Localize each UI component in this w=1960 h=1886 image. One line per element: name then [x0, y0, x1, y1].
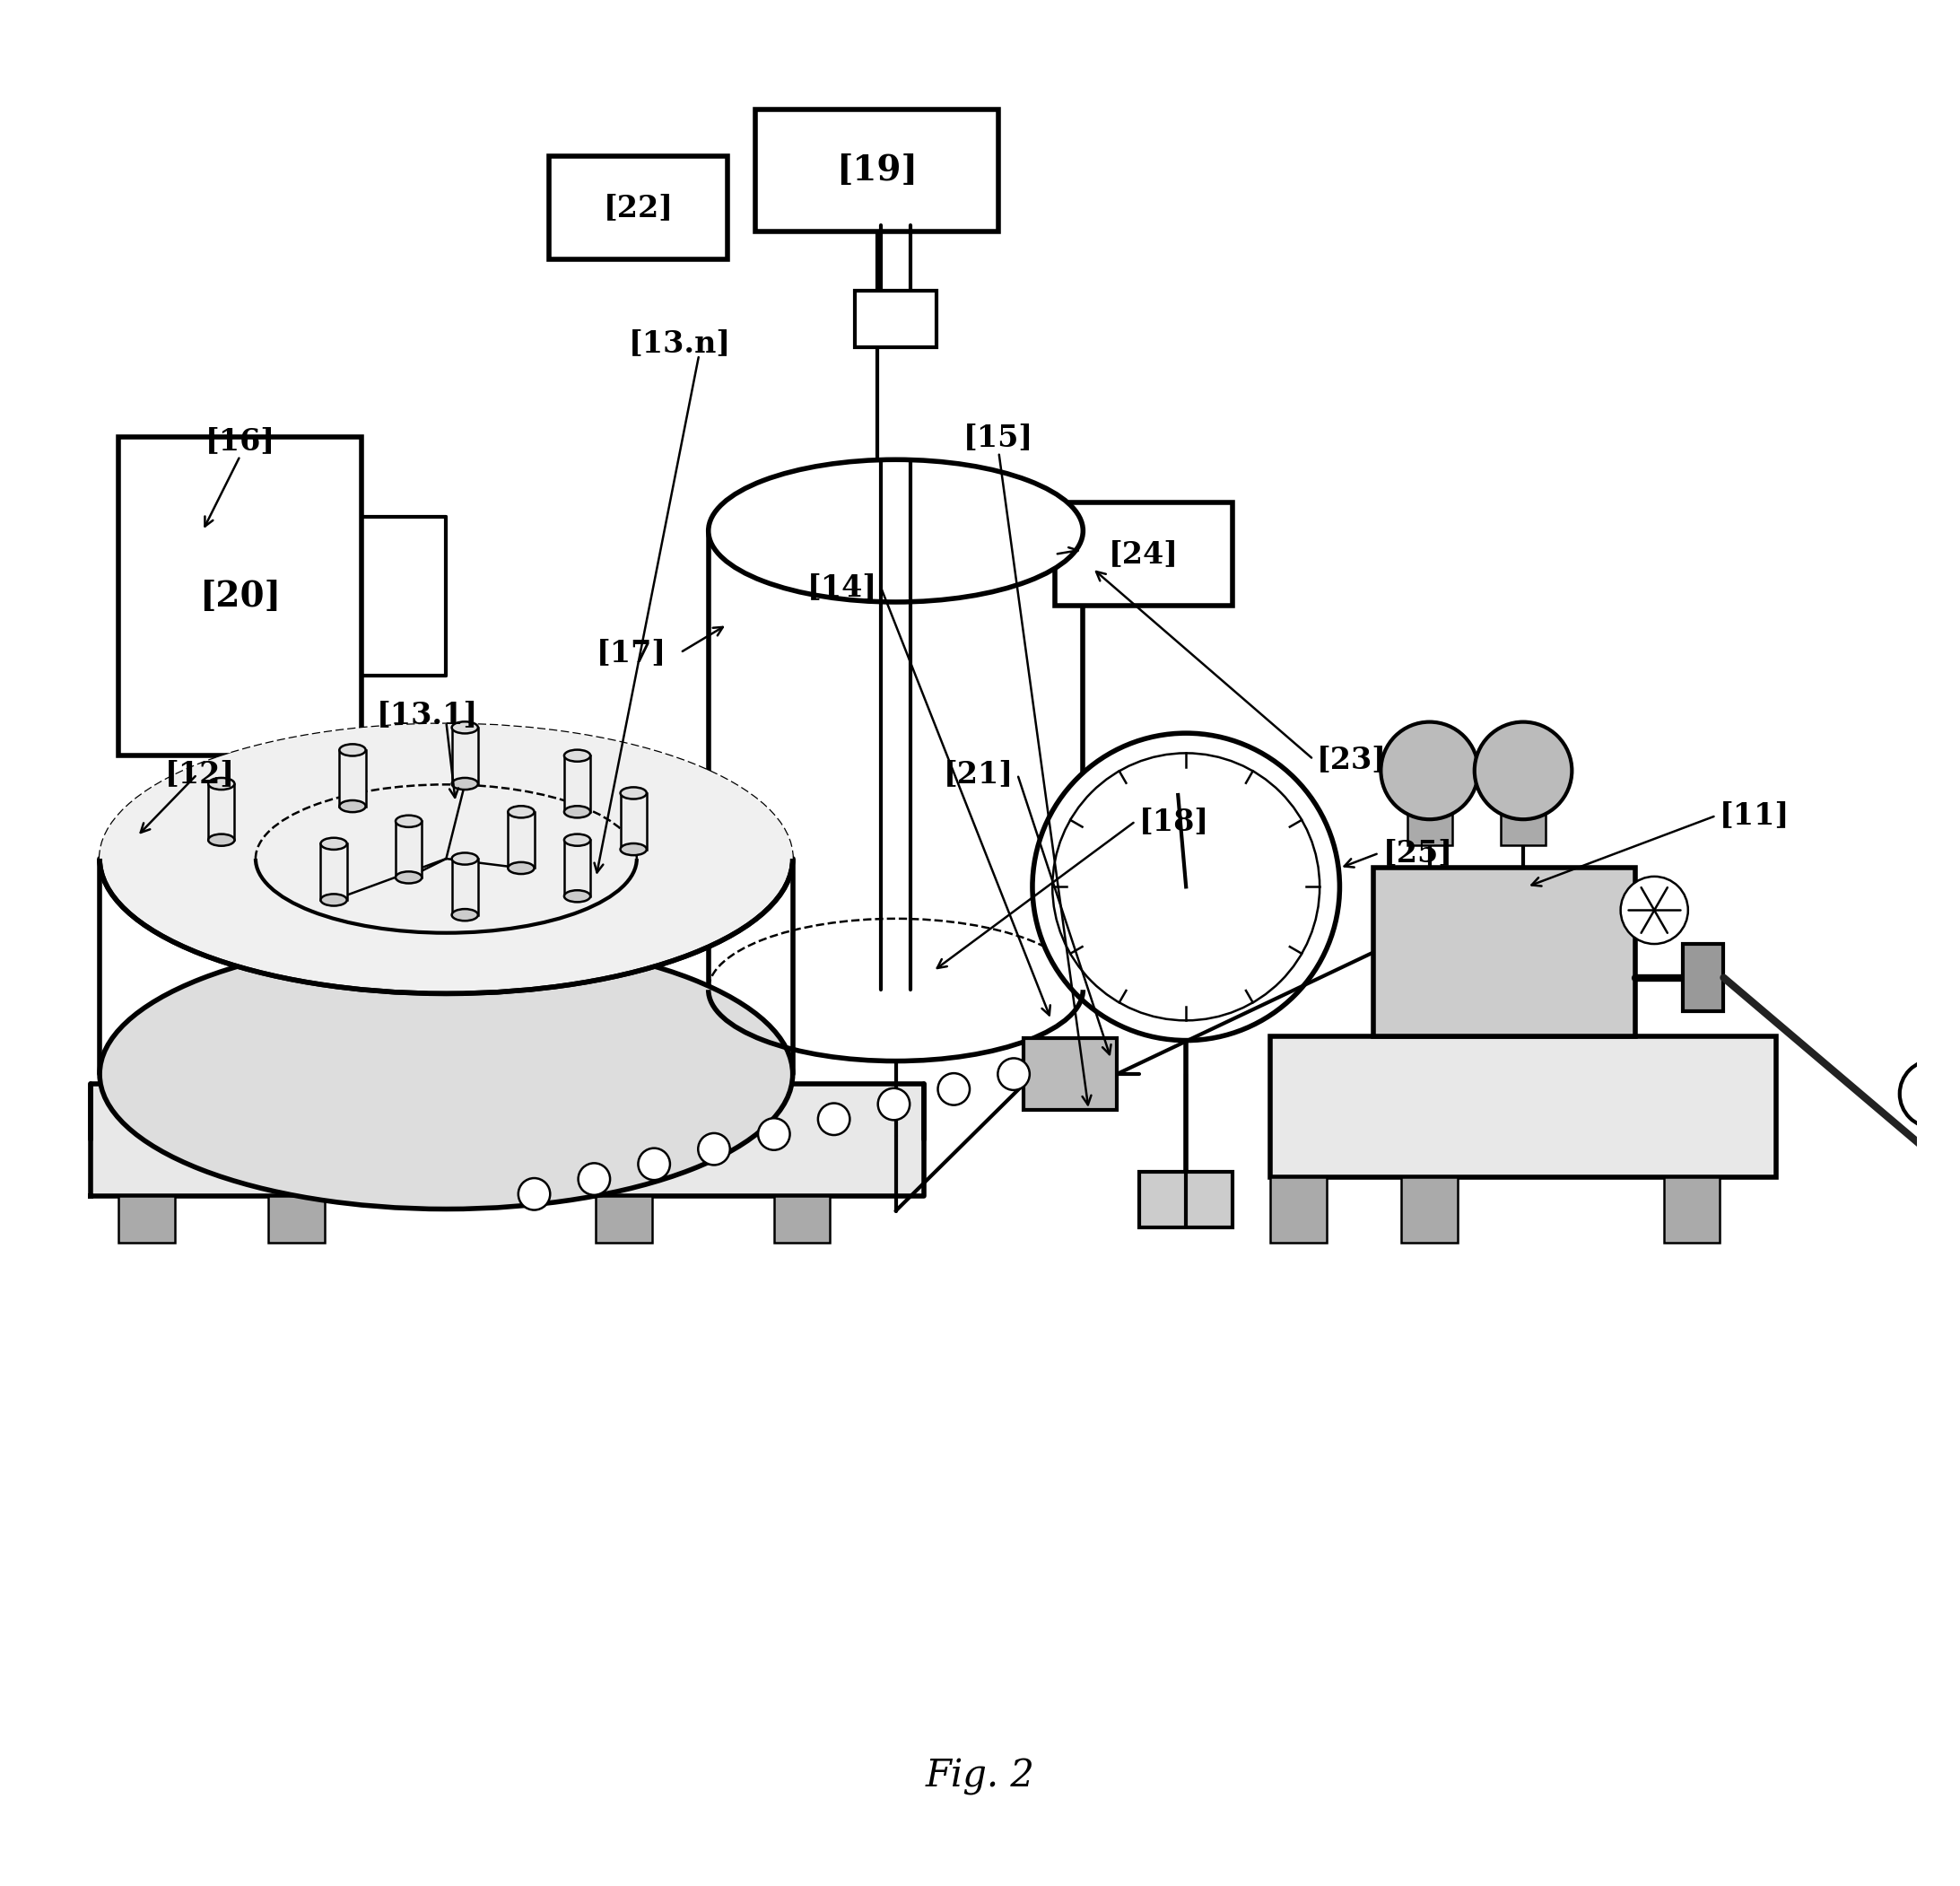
Text: [24]: [24]	[1109, 539, 1178, 570]
Circle shape	[1053, 753, 1319, 1020]
Ellipse shape	[321, 894, 347, 905]
Text: [22]: [22]	[604, 192, 672, 223]
Bar	[1401, 1177, 1458, 1243]
Ellipse shape	[339, 800, 367, 813]
Ellipse shape	[621, 843, 647, 854]
Bar	[208, 785, 235, 839]
Circle shape	[1899, 1060, 1960, 1128]
Circle shape	[698, 1133, 729, 1166]
Bar	[549, 157, 727, 258]
Ellipse shape	[564, 890, 590, 902]
Circle shape	[578, 1164, 610, 1196]
Ellipse shape	[339, 745, 367, 756]
Bar	[453, 858, 478, 915]
Ellipse shape	[564, 805, 590, 819]
Circle shape	[517, 1179, 551, 1211]
Ellipse shape	[508, 805, 535, 819]
Bar	[1682, 943, 1723, 1011]
Bar	[118, 438, 363, 756]
Text: [15]: [15]	[964, 422, 1033, 453]
Ellipse shape	[100, 724, 792, 994]
Ellipse shape	[621, 786, 647, 800]
Ellipse shape	[564, 834, 590, 845]
Text: Fig. 2: Fig. 2	[925, 1758, 1035, 1795]
Ellipse shape	[208, 834, 235, 845]
Circle shape	[639, 1149, 670, 1181]
Ellipse shape	[453, 909, 478, 920]
Bar	[1407, 811, 1452, 845]
Text: [19]: [19]	[837, 153, 917, 187]
Circle shape	[998, 1058, 1029, 1090]
Ellipse shape	[396, 871, 421, 883]
Text: [13.n]: [13.n]	[629, 328, 731, 358]
Bar	[621, 794, 647, 849]
Text: [23]: [23]	[1317, 745, 1388, 773]
Text: [25]: [25]	[1382, 837, 1452, 868]
Text: [17]: [17]	[596, 637, 666, 668]
Bar	[269, 1196, 325, 1243]
Text: [21]: [21]	[943, 760, 1013, 788]
Bar	[339, 751, 367, 805]
Ellipse shape	[453, 852, 478, 864]
Text: [11]: [11]	[1719, 802, 1789, 830]
Text: [20]: [20]	[200, 579, 280, 613]
Ellipse shape	[396, 815, 421, 828]
Circle shape	[878, 1088, 909, 1120]
Bar	[1664, 1177, 1719, 1243]
Bar	[855, 290, 937, 347]
Circle shape	[1621, 877, 1688, 943]
Bar	[596, 1196, 653, 1243]
Text: [18]: [18]	[1139, 807, 1209, 835]
Bar	[1270, 1177, 1327, 1243]
Bar	[564, 756, 590, 811]
Bar	[1270, 1037, 1776, 1177]
Bar	[396, 820, 421, 877]
Circle shape	[1033, 734, 1339, 1041]
Bar	[564, 839, 590, 896]
Ellipse shape	[321, 837, 347, 849]
Circle shape	[817, 1103, 851, 1135]
Ellipse shape	[708, 460, 1084, 602]
Bar	[774, 1196, 831, 1243]
Bar	[1139, 1171, 1233, 1228]
Ellipse shape	[100, 939, 792, 1209]
Circle shape	[1382, 722, 1478, 819]
Circle shape	[1474, 722, 1572, 819]
Text: [14]: [14]	[808, 571, 876, 602]
Bar	[508, 811, 535, 868]
Bar	[1054, 504, 1233, 605]
Ellipse shape	[564, 751, 590, 762]
Ellipse shape	[508, 862, 535, 873]
Bar	[1501, 811, 1546, 845]
Bar	[1023, 1039, 1117, 1109]
Text: [13.1]: [13.1]	[376, 700, 478, 730]
Circle shape	[759, 1118, 790, 1150]
Bar	[453, 728, 478, 785]
Bar	[755, 109, 1000, 232]
Polygon shape	[90, 1084, 923, 1196]
Text: [12]: [12]	[165, 760, 235, 788]
Text: [16]: [16]	[206, 426, 274, 456]
Ellipse shape	[208, 777, 235, 790]
Ellipse shape	[453, 777, 478, 790]
Bar	[321, 843, 347, 900]
Ellipse shape	[453, 722, 478, 734]
Circle shape	[937, 1073, 970, 1105]
Bar	[1374, 868, 1635, 1037]
Bar	[118, 1196, 174, 1243]
